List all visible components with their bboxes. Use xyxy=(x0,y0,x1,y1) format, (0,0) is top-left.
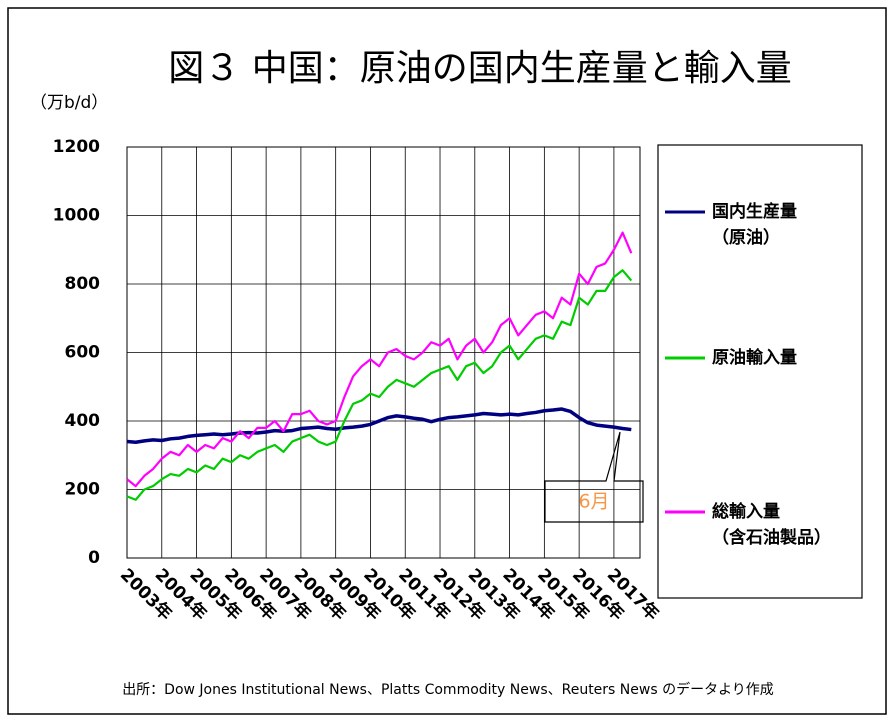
y-tick-label: 800 xyxy=(65,274,101,294)
series-line xyxy=(126,407,632,444)
y-tick-label: 1000 xyxy=(53,206,100,226)
y-tick-label: 600 xyxy=(65,343,101,363)
y-tick-label: 1200 xyxy=(53,137,100,157)
legend-label: 国内生産量 （原油） xyxy=(712,202,797,248)
y-tick-label: 0 xyxy=(88,548,100,568)
source: 出所：Dow Jones Institutional News、Platts C… xyxy=(122,681,774,698)
callout xyxy=(544,431,644,523)
chart-title: 図３ 中国：原油の国内生産量と輸入量 xyxy=(168,48,791,89)
frame xyxy=(7,7,887,715)
series-line xyxy=(126,269,633,501)
legend-label: 総輸入量 （含石油製品） xyxy=(712,502,831,548)
y-tick-label: 400 xyxy=(65,411,101,431)
annotation: 6月 xyxy=(578,491,609,513)
y-tick-label: 200 xyxy=(65,480,101,500)
legend-box xyxy=(657,144,863,599)
series-line xyxy=(126,231,633,488)
y-unit: （万b/d） xyxy=(30,93,108,113)
legend-label: 原油輸入量 xyxy=(712,348,797,368)
